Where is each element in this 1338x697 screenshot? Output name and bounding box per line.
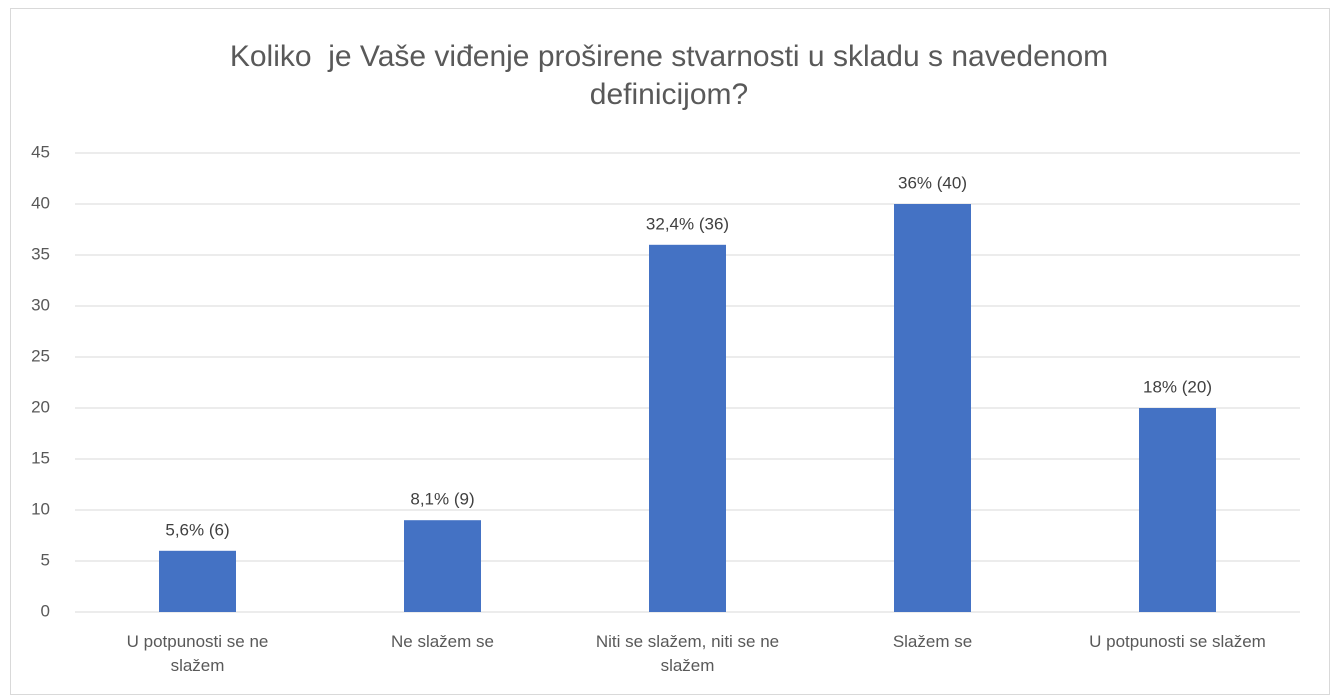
bar bbox=[404, 520, 481, 612]
x-tick-label: Niti se slažem, niti se ne slažem bbox=[595, 632, 780, 675]
x-tick-label: U potpunosti se slažem bbox=[1089, 632, 1266, 651]
x-tick-label: U potpunosti se ne slažem bbox=[126, 632, 269, 675]
bar bbox=[894, 204, 971, 612]
bar bbox=[649, 244, 726, 613]
y-tick-label: 15 bbox=[31, 448, 50, 467]
bar bbox=[159, 550, 236, 612]
x-tick-label: Slažem se bbox=[892, 632, 973, 651]
data-label: 5,6% (6) bbox=[165, 520, 229, 539]
y-tick-label: 25 bbox=[31, 346, 50, 365]
chart-title: Koliko je Vaše viđenje proširene stvarno… bbox=[229, 40, 1117, 111]
data-label: 32,4% (36) bbox=[646, 214, 729, 233]
y-tick-label: 35 bbox=[31, 244, 50, 263]
data-label: 36% (40) bbox=[898, 173, 967, 192]
chart-border bbox=[10, 8, 1330, 695]
y-tick-label: 10 bbox=[31, 499, 50, 518]
y-tick-label: 0 bbox=[41, 601, 50, 620]
data-label: 18% (20) bbox=[1143, 377, 1212, 396]
bar bbox=[1139, 408, 1216, 612]
y-tick-label: 5 bbox=[41, 550, 50, 569]
y-tick-label: 20 bbox=[31, 397, 50, 416]
y-tick-label: 45 bbox=[31, 142, 50, 161]
data-label: 8,1% (9) bbox=[410, 490, 474, 509]
y-tick-label: 30 bbox=[31, 295, 50, 314]
y-tick-label: 40 bbox=[31, 193, 50, 212]
x-tick-label: Ne slažem se bbox=[391, 632, 494, 651]
